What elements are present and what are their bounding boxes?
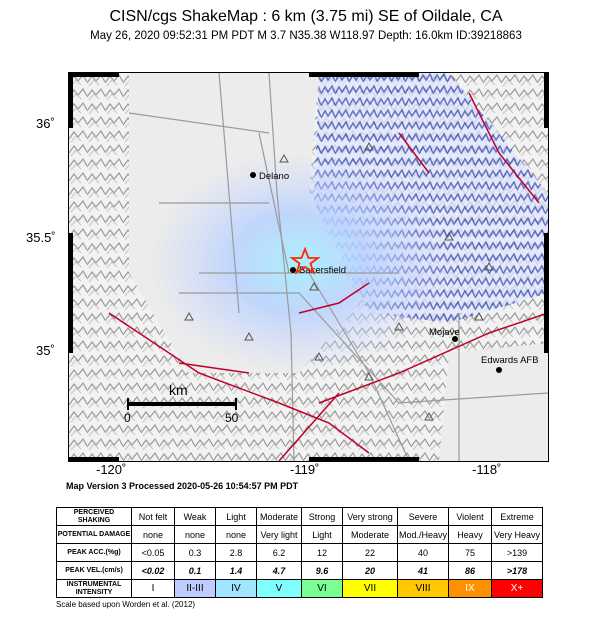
city-markers: Delano Bakersfield Mojave Edwards AFB (250, 171, 539, 373)
legend-cell: IX (448, 579, 492, 598)
legend-cell: Severe (397, 507, 449, 526)
legend-row-label: INSTRUMENTAL INTENSITY (56, 579, 132, 598)
legend-cell: Light (301, 525, 343, 544)
city-dot-mojave (452, 336, 458, 342)
scale-start-label: 0 (124, 411, 131, 425)
legend-cell: V (256, 579, 302, 598)
legend-cell: 9.6 (301, 561, 343, 580)
legend-row-pgv: PEAK VEL.(cm/s) <0.02 0.1 1.4 4.7 9.6 20 41 86 >1… (56, 561, 543, 580)
legend-cell: Strong (301, 507, 343, 526)
legend-cell: 41 (397, 561, 449, 580)
legend-cell: Very Heavy (491, 525, 543, 544)
faults (108, 92, 548, 461)
legend-cell: 0.3 (174, 543, 216, 562)
legend-cell: 0.1 (174, 561, 216, 580)
mojave-desert (439, 343, 548, 461)
legend-row-pga: PEAK ACC.(%g) <0.05 0.3 2.8 6.2 12 22 40 75 >139 (56, 543, 543, 562)
legend-cell: Extreme (491, 507, 543, 526)
legend-cell: Weak (174, 507, 216, 526)
city-label-bakersfield: Bakersfield (299, 265, 346, 276)
city-label-mojave: Mojave (429, 327, 460, 338)
legend-cell: Moderate (256, 507, 302, 526)
legend-cell: 40 (397, 543, 449, 562)
scale-note: Scale based upon Worden et al. (2012) (56, 600, 196, 609)
city-label-delano: Delano (259, 171, 289, 182)
legend-cell: <0.02 (131, 561, 175, 580)
legend-cell: Violent (448, 507, 492, 526)
legend-cell: >139 (491, 543, 543, 562)
event-details: May 26, 2020 09:52:31 PM PDT M 3.7 N35.3… (90, 30, 522, 42)
legend-cell: >178 (491, 561, 543, 580)
legend-cell: II-III (174, 579, 216, 598)
legend-cell: 22 (342, 543, 398, 562)
frame-ticks (69, 73, 548, 461)
legend-cell: VII (342, 579, 398, 598)
shakemap: Delano Bakersfield Mojave Edwards AFB km… (68, 72, 549, 462)
legend-cell: Not felt (131, 507, 175, 526)
legend-row-shaking: PERCEIVED SHAKING Not felt Weak Light Modera… (56, 507, 543, 526)
legend-cell: Very strong (342, 507, 398, 526)
legend-cell: IV (215, 579, 257, 598)
legend-cell: I (131, 579, 175, 598)
lon-label-120: -120˚ (96, 462, 127, 477)
intensity-legend: PERCEIVED SHAKING Not felt Weak Light Modera… (56, 507, 543, 598)
city-label-edwards: Edwards AFB (481, 355, 539, 366)
lon-label-118: -118˚ (472, 462, 502, 477)
lat-label-35: 35˚ (36, 343, 55, 358)
legend-row-intensity: INSTRUMENTAL INTENSITY I II-III IV V VI VII VII… (56, 579, 543, 598)
city-dot-bakersfield (290, 267, 296, 273)
scale-bar: km 0 50 (124, 382, 239, 425)
legend-cell: <0.05 (131, 543, 175, 562)
scale-unit-label: km (169, 382, 188, 398)
star-icon (289, 246, 321, 275)
legend-cell: 6.2 (256, 543, 302, 562)
legend-cell: 75 (448, 543, 492, 562)
legend-row-damage: POTENTIAL DAMAGE none none none Very light Li… (56, 525, 543, 544)
city-dot-delano (250, 172, 256, 178)
legend-cell: Moderate (342, 525, 398, 544)
legend-cell: 2.8 (215, 543, 257, 562)
legend-cell: 1.4 (215, 561, 257, 580)
legend-cell: X+ (491, 579, 543, 598)
legend-cell: Light (215, 507, 257, 526)
legend-row-label: PEAK VEL.(cm/s) (56, 561, 132, 580)
lon-label-119: -119˚ (290, 462, 320, 477)
legend-cell: Very light (256, 525, 302, 544)
legend-cell: 20 (342, 561, 398, 580)
legend-cell: Heavy (448, 525, 492, 544)
lat-label-36: 36˚ (36, 116, 55, 131)
legend-cell: VI (301, 579, 343, 598)
legend-cell: 4.7 (256, 561, 302, 580)
city-dot-edwards (496, 367, 502, 373)
legend-cell: none (215, 525, 257, 544)
map-canvas: Delano Bakersfield Mojave Edwards AFB km… (69, 73, 548, 461)
stations (184, 141, 494, 421)
legend-cell: VIII (397, 579, 449, 598)
lat-label-35-5: 35.5˚ (26, 230, 56, 245)
legend-row-label: PEAK ACC.(%g) (56, 543, 132, 562)
roads (128, 73, 548, 461)
legend-cell: none (174, 525, 216, 544)
legend-row-label: PERCEIVED SHAKING (56, 507, 132, 526)
map-title: CISN/cgs ShakeMap : 6 km (3.75 mi) SE of… (109, 8, 503, 25)
legend-cell: Mod./Heavy (397, 525, 449, 544)
map-version-note: Map Version 3 Processed 2020-05-26 10:54… (66, 481, 299, 491)
scale-end-label: 50 (225, 411, 239, 425)
legend-cell: 86 (448, 561, 492, 580)
legend-row-label: POTENTIAL DAMAGE (56, 525, 132, 544)
legend-cell: 12 (301, 543, 343, 562)
legend-cell: none (131, 525, 175, 544)
